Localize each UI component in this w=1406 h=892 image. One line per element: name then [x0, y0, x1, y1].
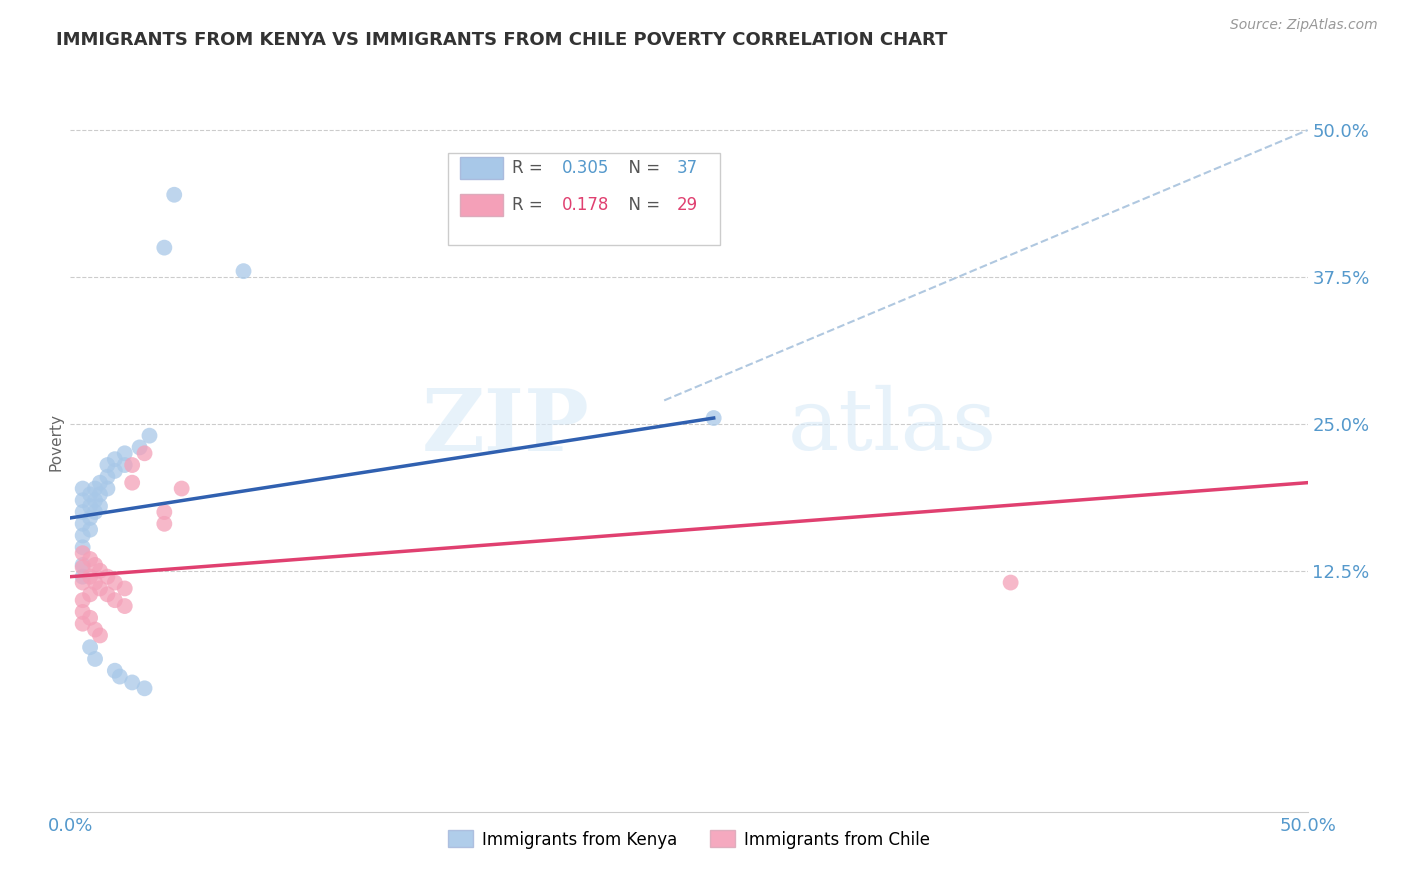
- Text: N =: N =: [619, 159, 666, 177]
- Text: IMMIGRANTS FROM KENYA VS IMMIGRANTS FROM CHILE POVERTY CORRELATION CHART: IMMIGRANTS FROM KENYA VS IMMIGRANTS FROM…: [56, 31, 948, 49]
- Point: [72, 605, 94, 619]
- Text: 0.178: 0.178: [561, 195, 609, 213]
- Point: [89, 582, 111, 596]
- Point: [153, 516, 176, 531]
- Point: [104, 452, 127, 467]
- Point: [96, 570, 118, 584]
- Point: [232, 264, 254, 278]
- Point: [79, 611, 101, 625]
- Point: [72, 505, 94, 519]
- Text: N =: N =: [619, 195, 666, 213]
- Point: [104, 664, 127, 678]
- Point: [84, 652, 107, 666]
- Point: [72, 541, 94, 555]
- Point: [72, 516, 94, 531]
- Point: [72, 546, 94, 560]
- Point: [134, 446, 156, 460]
- Point: [128, 441, 150, 455]
- Point: [96, 458, 118, 472]
- Point: [134, 681, 156, 696]
- Point: [72, 528, 94, 542]
- Point: [72, 482, 94, 496]
- Point: [72, 560, 94, 574]
- Point: [84, 482, 107, 496]
- Point: [84, 623, 107, 637]
- Text: 0.305: 0.305: [561, 159, 609, 177]
- Point: [79, 499, 101, 513]
- Point: [84, 575, 107, 590]
- Point: [114, 458, 136, 472]
- Text: Source: ZipAtlas.com: Source: ZipAtlas.com: [1230, 18, 1378, 32]
- Point: [121, 675, 143, 690]
- FancyBboxPatch shape: [460, 194, 503, 216]
- Point: [114, 582, 136, 596]
- Point: [104, 593, 127, 607]
- Point: [89, 487, 111, 501]
- Legend: Immigrants from Kenya, Immigrants from Chile: Immigrants from Kenya, Immigrants from C…: [441, 823, 936, 855]
- Point: [108, 669, 131, 683]
- Point: [153, 505, 176, 519]
- Point: [104, 575, 127, 590]
- FancyBboxPatch shape: [447, 153, 720, 245]
- Point: [79, 570, 101, 584]
- Point: [72, 558, 94, 572]
- Text: atlas: atlas: [787, 385, 997, 468]
- Point: [79, 487, 101, 501]
- Point: [72, 616, 94, 631]
- Point: [121, 458, 143, 472]
- Text: ZIP: ZIP: [422, 384, 591, 468]
- Point: [89, 628, 111, 642]
- Point: [114, 446, 136, 460]
- Point: [79, 523, 101, 537]
- Text: R =: R =: [512, 159, 548, 177]
- Point: [79, 587, 101, 601]
- Y-axis label: Poverty: Poverty: [48, 412, 63, 471]
- Text: 37: 37: [676, 159, 697, 177]
- Point: [104, 464, 127, 478]
- Point: [703, 411, 725, 425]
- Point: [89, 475, 111, 490]
- Point: [79, 511, 101, 525]
- Point: [1000, 575, 1022, 590]
- Point: [79, 640, 101, 655]
- Point: [72, 570, 94, 584]
- Text: 29: 29: [676, 195, 697, 213]
- Point: [138, 428, 160, 442]
- Point: [84, 493, 107, 508]
- Point: [96, 470, 118, 484]
- Point: [72, 593, 94, 607]
- Point: [72, 575, 94, 590]
- Point: [163, 187, 186, 202]
- Point: [153, 241, 176, 255]
- Point: [96, 587, 118, 601]
- Point: [79, 552, 101, 566]
- Point: [89, 564, 111, 578]
- Point: [89, 499, 111, 513]
- Point: [170, 482, 193, 496]
- Point: [121, 475, 143, 490]
- Point: [114, 599, 136, 613]
- Point: [96, 482, 118, 496]
- Point: [84, 505, 107, 519]
- Text: R =: R =: [512, 195, 553, 213]
- FancyBboxPatch shape: [460, 156, 503, 178]
- Point: [72, 493, 94, 508]
- Point: [84, 558, 107, 572]
